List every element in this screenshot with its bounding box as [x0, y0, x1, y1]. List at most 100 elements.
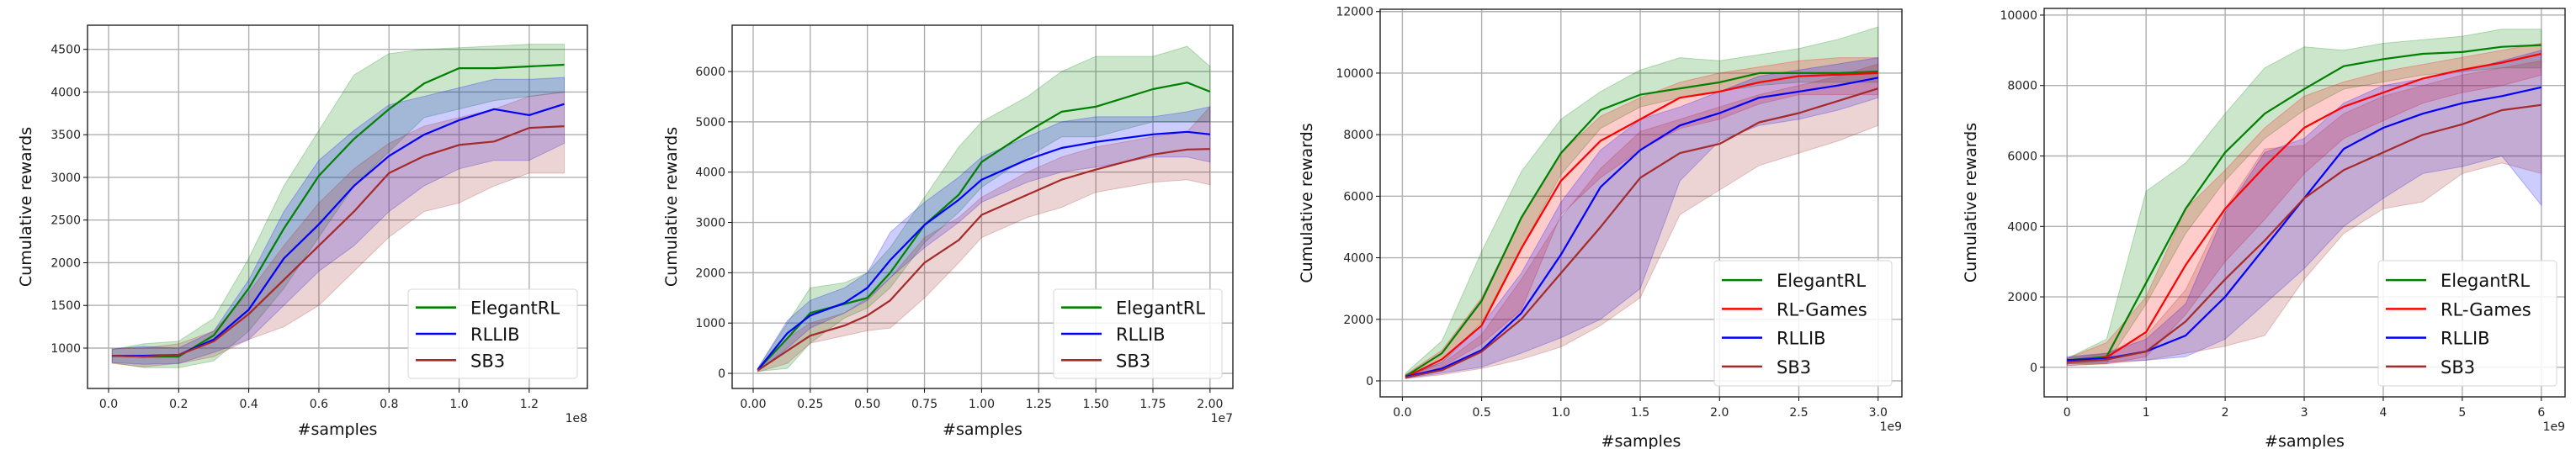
axes-frame: [87, 24, 588, 389]
y-tick-label: 10000: [2000, 9, 2037, 23]
x-axis-label: #samples: [943, 420, 1022, 439]
y-tick-label: 4000: [1343, 252, 1373, 266]
subplot-4: 0 1 2 3 4 5 6 0 2000 4000 6000 8000 10000 #samples Cum…: [1962, 8, 2566, 449]
legend-label-rllib: RLLIB: [1116, 325, 1166, 345]
x-tick-label: 1.2: [520, 398, 539, 411]
y-tick-label: 1000: [50, 342, 81, 356]
x-tick-label: 0.50: [854, 398, 880, 411]
y-tick-label: 4000: [2007, 220, 2037, 234]
y-tick-label: 3500: [50, 129, 81, 142]
axes-frame: [731, 24, 1234, 389]
y-tick-label: 6000: [1343, 190, 1373, 203]
y-tick-label: 0: [1366, 375, 1373, 388]
y-tick-label: 6000: [695, 66, 725, 79]
y-tick-label: 3000: [50, 172, 81, 185]
axes-frame: [2043, 8, 2566, 398]
line-sb3: [2067, 103, 2541, 363]
line-rllib: [757, 130, 1211, 371]
legend-label-rllib: RLLIB: [1777, 329, 1826, 349]
legend-label-elegantrl: ElegantRL: [1116, 298, 1205, 319]
line-rl-games: [1405, 71, 1878, 378]
x-tick-label: 0.0: [1393, 406, 1411, 420]
y-axis-label: Cumulative rewards: [17, 127, 35, 287]
x-tick-label: 1.00: [969, 398, 995, 411]
x-tick-label: 0.5: [1472, 406, 1490, 420]
x-tick-label: 2.5: [1789, 406, 1808, 420]
x-axis-offset-label: 1e9: [2543, 420, 2565, 434]
legend-label-sb3: SB3: [2441, 357, 2475, 378]
y-tick-label: 2000: [1343, 314, 1373, 327]
y-tick-label: 4500: [50, 44, 81, 57]
band-sb3: [2066, 60, 2542, 367]
x-tick-label: 0: [2063, 406, 2071, 420]
x-tick-label: 5: [2458, 406, 2466, 420]
y-tick-label: 2000: [50, 256, 81, 270]
legend-label-rl-games: RL-Games: [2441, 299, 2531, 320]
y-tick-label: 8000: [2007, 80, 2037, 93]
x-axis-offset-label: 1e8: [566, 412, 587, 425]
y-tick-label: 2000: [695, 267, 725, 280]
legend-box: [1053, 288, 1223, 379]
legend-label-rllib: RLLIB: [470, 325, 520, 345]
legend-box: [407, 288, 578, 379]
band-rl-games: [2066, 42, 2542, 367]
x-axis-label: #samples: [298, 420, 378, 439]
x-tick-label: 0.8: [380, 398, 398, 411]
legend: ElegantRL RLLIB SB3: [1053, 288, 1223, 379]
band-rllib: [111, 77, 565, 365]
y-tick-label: 5000: [695, 116, 725, 129]
x-tick-label: 0.00: [740, 398, 766, 411]
x-tick-label: 6: [2537, 406, 2545, 420]
legend-label-elegantrl: ElegantRL: [1777, 271, 1866, 291]
line-sb3: [1405, 87, 1879, 378]
legend-label-elegantrl: ElegantRL: [470, 298, 560, 319]
band-sb3: [1405, 63, 1879, 379]
x-tick-label: 1.25: [1026, 398, 1052, 411]
x-axis-label: #samples: [2265, 432, 2345, 449]
x-tick-label: 1.0: [1552, 406, 1570, 420]
line-sb3: [757, 148, 1210, 372]
y-tick-label: 6000: [2007, 151, 2037, 164]
x-tick-label: 1.0: [449, 398, 468, 411]
legend: ElegantRL RLLIB SB3: [407, 288, 578, 379]
y-tick-label: 1000: [695, 317, 725, 330]
band-elegantrl: [757, 45, 1211, 372]
subplot-1: 0.0 0.2 0.4 0.6 0.8 1.0 1.2 1000 1500 2000 2500 300…: [17, 24, 588, 439]
x-tick-label: 0.4: [239, 398, 258, 411]
x-tick-label: 2.0: [1710, 406, 1729, 420]
x-tick-label: 0.2: [169, 398, 188, 411]
band-elegantrl: [2066, 29, 2542, 365]
band-rl-games: [1405, 57, 1879, 379]
band-elegantrl: [111, 44, 565, 368]
y-tick-label: 2500: [50, 214, 81, 228]
legend: ElegantRL RL-Games RLLIB SB3: [2377, 260, 2557, 387]
line-elegantrl: [757, 82, 1211, 371]
x-tick-label: 1.50: [1083, 398, 1109, 411]
x-tick-label: 0.25: [797, 398, 823, 411]
x-tick-label: 0.0: [99, 398, 118, 411]
x-tick-label: 2.00: [1197, 398, 1223, 411]
y-tick-label: 1500: [50, 299, 81, 313]
y-tick-label: 2000: [2007, 291, 2037, 304]
band-rllib: [1405, 57, 1879, 379]
x-tick-label: 2: [2222, 406, 2229, 420]
x-tick-label: 3.0: [1869, 406, 1888, 420]
y-axis-label: Cumulative rewards: [662, 127, 681, 287]
legend-label-sb3: SB3: [1116, 351, 1150, 371]
legend-box: [2377, 260, 2557, 387]
subplot-2: 0.00 0.25 0.50 0.75 1.00 1.25 1.50 1.75 2.00 0 100…: [662, 24, 1234, 439]
band-rllib: [2066, 50, 2542, 365]
y-tick-label: 3000: [695, 217, 725, 230]
band-sb3: [111, 91, 565, 367]
x-tick-label: 0.6: [310, 398, 328, 411]
y-tick-label: 4000: [695, 166, 725, 180]
x-tick-label: 1.75: [1139, 398, 1166, 411]
x-tick-label: 0.75: [911, 398, 937, 411]
band-sb3: [757, 105, 1211, 372]
x-tick-label: 1: [2143, 406, 2150, 420]
line-rl-games: [2067, 52, 2542, 363]
band-elegantrl: [1405, 26, 1879, 379]
legend-label-sb3: SB3: [1777, 357, 1811, 378]
axes-frame: [1379, 8, 1903, 398]
line-elegantrl: [1405, 71, 1878, 378]
